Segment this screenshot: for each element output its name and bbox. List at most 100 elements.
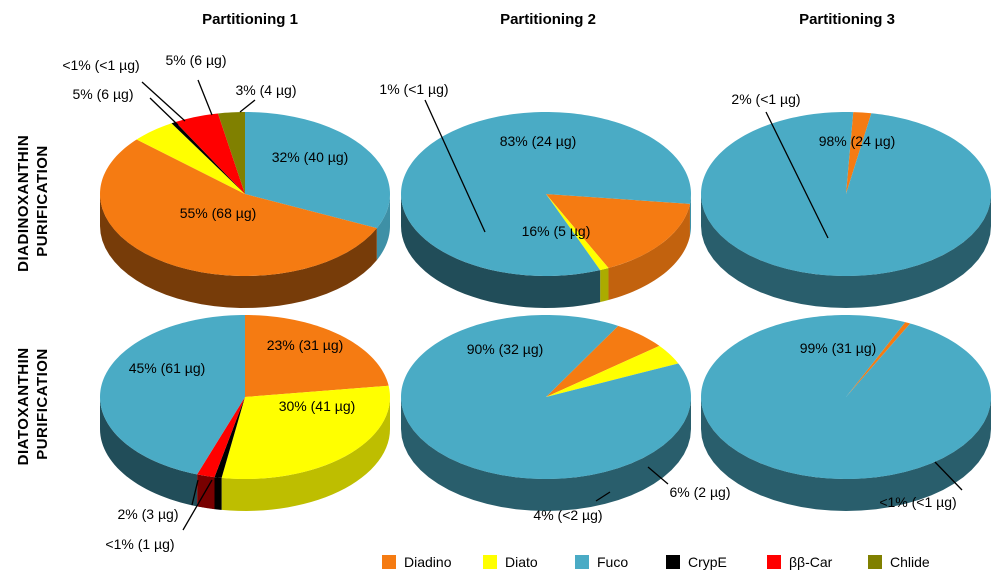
pie-top [100,112,390,276]
slice-label-crype: <1% (<1 µg) [62,57,139,73]
legend-label-bbcar: ββ-Car [789,554,833,570]
column-title-3: Partitioning 3 [799,11,895,28]
pie-slice-diadino [846,112,872,194]
slice-label-diadino: <1% (<1 µg) [879,494,956,510]
row-title-diadinoxanthin: DIADINOXANTHIN PURIFICATION [15,130,51,272]
leader-line [191,479,199,506]
pie-top [701,112,991,276]
pie-slice-crype [171,122,245,194]
pie-1-2: 16% (5 µg) 1% (<1 µg) 83% (24 µg) [379,81,691,308]
slice-label-fuco: 32% (40 µg) [272,149,349,165]
slice-label-diadino: 2% (<1 µg) [731,91,800,107]
slice-label-diato: 5% (6 µg) [73,86,134,102]
legend-label-diadino: Diadino [404,554,452,570]
pie-slice-fuco [401,315,691,479]
pie-side-fuco [100,397,198,507]
slice-label-fuco: 99% (31 µg) [800,340,877,356]
slice-label-diadino: 16% (5 µg) [522,223,591,239]
slice-label-fuco: 45% (61 µg) [129,360,206,376]
pie-slice-fuco [701,112,991,276]
pie-side-fuco [376,194,390,261]
slice-label-fuco: 83% (24 µg) [500,133,577,149]
leader-line [149,97,179,126]
leader-line [197,79,213,116]
slice-label-bbcar: 5% (6 µg) [166,52,227,68]
leader-line [239,99,256,113]
slice-label-diadino: 55% (68 µg) [180,205,257,221]
pie-slice-fuco [100,315,245,475]
pie-slice-chlide [217,112,245,194]
slice-label-diato: 30% (41 µg) [279,398,356,414]
pie-top [100,315,390,479]
pie-side-diadino [100,194,377,308]
leader-line [647,466,669,485]
pie-slice-bbcar [197,397,245,478]
pies-layer: 32% (40 µg) 55% (68 µg) 5% (6 µg) <1% (<1 µ… [62,52,991,552]
legend-swatch-fuco [575,555,589,569]
leader-line [141,81,186,122]
leader-line [934,461,963,491]
pie-side-diadino [608,203,690,300]
pie-sides [401,194,691,308]
pie-slice-fuco [401,112,691,276]
pie-top [701,315,991,479]
slice-label-fuco: 90% (32 µg) [467,341,544,357]
pie-side-fuco [689,194,691,236]
pie-slice-diadino [546,194,690,268]
slice-label-diadino: 6% (2 µg) [670,484,731,500]
slice-label-diato: 4% (<2 µg) [533,507,602,523]
pie-slice-diato [221,385,390,479]
row-title-line-2: PURIFICATION [34,348,51,460]
pie-1-1: 32% (40 µg) 55% (68 µg) 5% (6 µg) <1% (<1 µ… [62,52,390,308]
legend-label-diato: Diato [505,554,538,570]
row-title-line-1: DIADINOXANTHIN [15,135,32,272]
pie-slice-diato [136,123,245,194]
legend-label-chlide: Chlide [890,554,930,570]
leader-line [182,479,213,531]
legend-swatch-diadino [382,555,396,569]
pie-sides [701,397,991,511]
pie-side-fuco [701,397,991,511]
row-title-line-2: PURIFICATION [34,145,51,257]
legend: Diadino Diato Fuco CrypE ββ-Car Chlide [382,554,930,570]
legend-swatch-chlide [868,555,882,569]
pie-slice-diadino [100,139,377,276]
pie-sides [100,194,390,308]
row-title-diatoxanthin: DIATOXANTHIN PURIFICATION [15,343,51,466]
pie-slice-fuco [245,112,390,229]
pie-1-3: 2% (<1 µg) 98% (24 µg) [701,91,991,308]
leader-line [424,99,486,233]
legend-swatch-diato [483,555,497,569]
pie-2-3: <1% (<1 µg) 99% (31 µg) [701,315,991,511]
pie-2-1: 23% (31 µg) 30% (41 µg) <1% (1 µg) 2% (3 µg… [100,315,390,552]
leader-line [765,111,829,239]
pie-side-diato [221,397,390,511]
pie-2-2: 6% (2 µg) 4% (<2 µg) 90% (32 µg) [401,315,730,523]
pie-side-fuco [401,194,601,308]
row-title-line-1: DIATOXANTHIN [15,347,32,465]
pie-sides [701,194,991,308]
slice-label-crype: <1% (1 µg) [105,536,174,552]
legend-swatch-bbcar [767,555,781,569]
pie-top [401,112,691,276]
pie-side-fuco [401,397,691,511]
pie-slice-fuco [701,315,991,479]
legend-swatch-crype [666,555,680,569]
pie-slice-bbcar [175,113,245,194]
pie-slice-crype [214,397,245,478]
pie-slice-diadino [546,325,660,397]
slice-label-diadino: 23% (31 µg) [267,337,344,353]
legend-label-fuco: Fuco [597,554,628,570]
leader-line [595,491,611,502]
pie-slice-diadino [245,315,389,397]
slice-label-fuco: 98% (24 µg) [819,133,896,149]
pie-slice-diadino [846,322,911,397]
pie-slice-diato [546,345,679,397]
pie-sides [401,397,691,511]
slice-label-bbcar: 2% (3 µg) [118,506,179,522]
pie-side-diato [600,267,609,303]
legend-label-crype: CrypE [688,554,727,570]
column-title-1: Partitioning 1 [202,11,298,28]
slice-label-chlide: 3% (4 µg) [236,82,297,98]
